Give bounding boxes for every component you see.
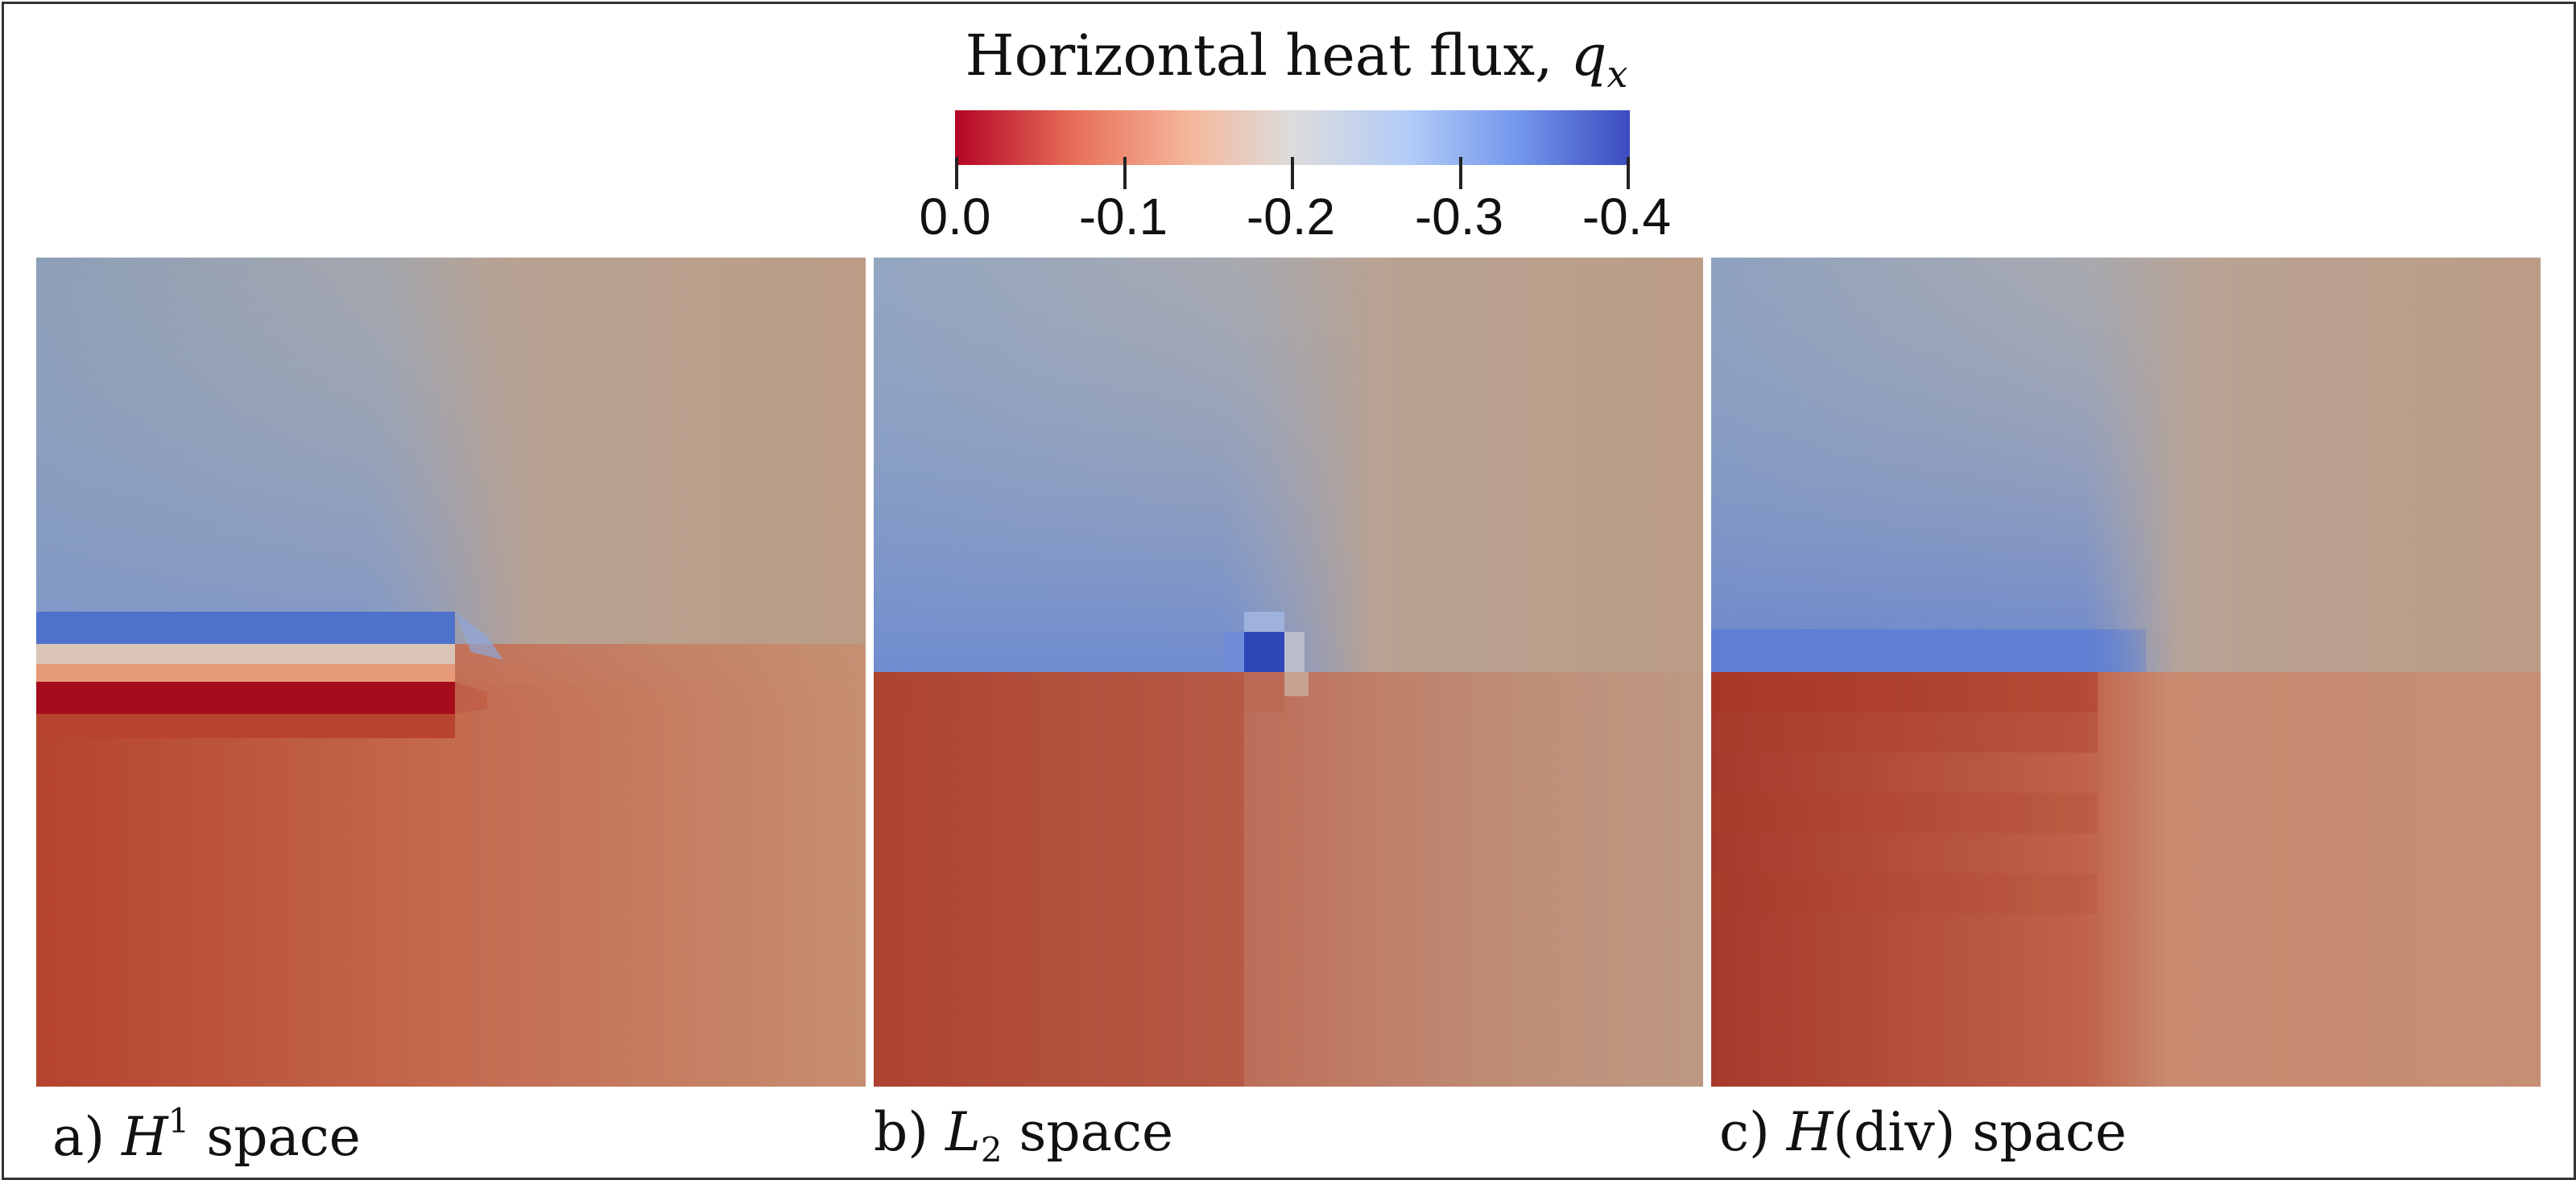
panel-label-paren: (div)	[1833, 1101, 1956, 1163]
panel-label-l2: b) L2 space	[874, 1101, 1173, 1170]
panel-label-suffix: space	[189, 1106, 361, 1168]
panel-label-prefix: a)	[52, 1106, 122, 1168]
panel-label-symbol: H	[1786, 1101, 1834, 1163]
colorbar-tick	[1123, 157, 1127, 189]
panel-h1-field	[36, 258, 866, 1087]
colorbar-tick-label: 0.0	[919, 188, 991, 245]
panel-label-hdiv: c) H(div) space	[1719, 1101, 2127, 1163]
colorbar-tick	[1627, 157, 1630, 189]
panel-hdiv-field	[1711, 258, 2541, 1087]
colorbar-tick-label: -0.4	[1582, 188, 1672, 245]
panel-label-symbol: L	[945, 1101, 981, 1163]
panel-label-prefix: b)	[874, 1101, 945, 1163]
colorbar-title-subscript: x	[1606, 52, 1628, 96]
panel-label-h1: a) H1 space	[52, 1101, 361, 1168]
colorbar	[955, 110, 1630, 165]
colorbar-title-symbol: q	[1570, 23, 1607, 89]
panel-label-subscript: 2	[980, 1130, 1003, 1170]
colorbar-title-text: Horizontal heat flux,	[965, 23, 1571, 89]
panel-label-prefix: c)	[1719, 1101, 1787, 1163]
panel-label-suffix: space	[1002, 1101, 1174, 1163]
panel-label-symbol: H	[122, 1106, 168, 1168]
panel-l2-field	[874, 258, 1703, 1087]
colorbar-tick-label: -0.3	[1414, 188, 1504, 245]
colorbar-tick-label: -0.2	[1246, 188, 1336, 245]
colorbar-tick	[1291, 157, 1294, 189]
panel-label-superscript: 1	[167, 1101, 190, 1141]
colorbar-title: Horizontal heat flux, qx	[950, 23, 1643, 96]
colorbar-tick	[1459, 157, 1462, 189]
colorbar-tick-label: -0.1	[1078, 188, 1168, 245]
panel-label-suffix: space	[1955, 1101, 2127, 1163]
colorbar-ticks	[955, 157, 1630, 189]
colorbar-tick	[955, 157, 958, 189]
